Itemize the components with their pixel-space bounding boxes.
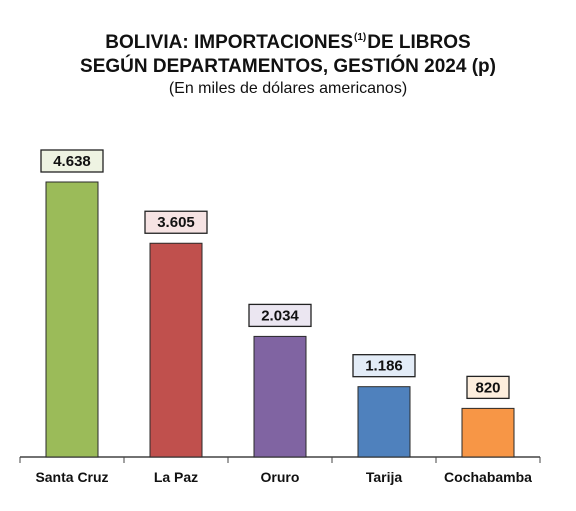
data-label: 1.186 (365, 358, 403, 375)
data-label: 2.034 (261, 307, 299, 324)
chart-subtitle: (En miles de dólares americanos) (168, 80, 408, 97)
data-label: 4.638 (53, 153, 91, 170)
bar-cochabamba (461, 407, 515, 458)
title-line-1-text: BOLIVIA: IMPORTACIONES (105, 32, 354, 53)
bar-oruro (253, 335, 307, 458)
data-label: 820 (475, 379, 500, 396)
data-label-box (352, 354, 416, 378)
bar-tarija (357, 386, 411, 458)
data-label: 3.605 (157, 214, 195, 231)
x-tick-label: Tarija (366, 469, 403, 485)
data-label-box (466, 375, 510, 400)
title-line-2: SEGÚN DEPARTAMENTOS, GESTIÓN 2024 (p) (80, 56, 496, 77)
x-tick-label: Cochabamba (444, 469, 532, 485)
title-footnote-mark: (1) (354, 32, 367, 43)
x-tick-label: Santa Cruz (35, 469, 108, 485)
data-label-box (40, 149, 104, 173)
data-label-box (144, 210, 208, 234)
bar-la-paz (149, 242, 203, 458)
x-tick-label: La Paz (154, 469, 198, 485)
bar-santa-cruz (45, 181, 99, 458)
chart-title: BOLIVIA: IMPORTACIONES(1)DE LIBROS SEGÚN… (0, 26, 576, 99)
x-tick-label: Oruro (261, 469, 300, 485)
data-label-box (248, 303, 312, 328)
title-line-1-end: DE LIBROS (367, 32, 471, 53)
title-line-1: BOLIVIA: IMPORTACIONES(1)DE LIBROS (0, 26, 576, 55)
